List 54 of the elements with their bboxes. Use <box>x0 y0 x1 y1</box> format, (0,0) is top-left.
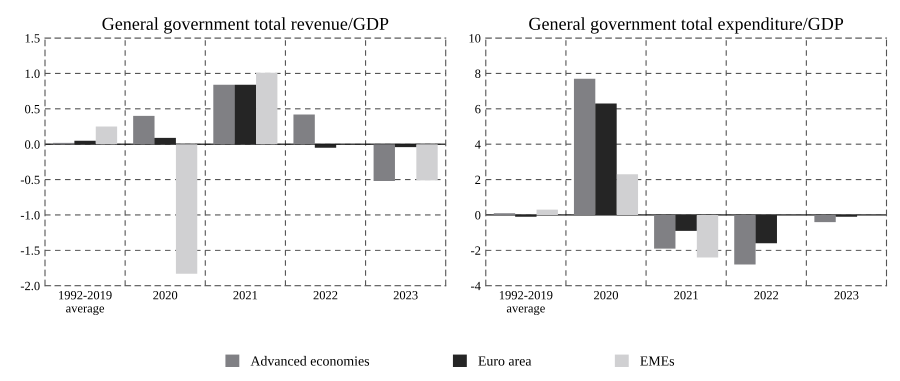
bar <box>416 144 438 180</box>
y-tick-label: -0.5 <box>20 176 40 184</box>
x-tick-label: 2022 <box>754 290 778 300</box>
x-tick-label: 2021 <box>233 290 258 300</box>
y-tick-label: 0.5 <box>24 104 40 114</box>
y-tick-label: 1.5 <box>26 34 40 43</box>
y-tick-label: 1.0 <box>26 70 40 78</box>
bar <box>234 84 256 144</box>
y-tick-label: 0.0 <box>24 140 40 149</box>
y-tick-label: 2 <box>475 176 480 184</box>
bar <box>154 138 176 144</box>
x-tick-label: 2021 <box>674 290 698 300</box>
bar <box>374 144 395 182</box>
bar <box>74 140 96 144</box>
y-tick-label: 6 <box>475 104 481 114</box>
chart-title: General government total expenditure/GDP <box>529 17 844 34</box>
y-tick-label: -1.5 <box>20 246 40 255</box>
bar <box>314 144 336 148</box>
bar <box>814 214 836 222</box>
bar <box>756 214 777 244</box>
bar <box>675 214 697 231</box>
y-tick-label: 4 <box>474 140 481 149</box>
y-tick-label: 0 <box>475 211 480 220</box>
bar <box>574 78 596 215</box>
bar <box>293 114 315 144</box>
bar <box>256 72 278 144</box>
x-tick-label: 2023 <box>394 290 418 300</box>
x-tick-label: 2020 <box>594 290 618 300</box>
bar <box>616 174 638 215</box>
bar <box>654 214 676 249</box>
legend-label: Euro area <box>478 356 532 366</box>
y-tick-label: -2.0 <box>20 282 40 290</box>
bar <box>536 210 558 215</box>
x-tick-label: 1992-2019 average <box>500 290 552 316</box>
legend-label: EMEs <box>640 356 674 366</box>
y-tick-label: 8 <box>475 70 480 78</box>
chart-title: General government total revenue/GDP <box>102 17 388 34</box>
bar <box>394 144 416 148</box>
x-tick-label: 1992-2019 average <box>59 290 112 316</box>
bar <box>734 214 756 265</box>
bar <box>213 84 235 144</box>
y-tick-label: 10 <box>470 34 480 43</box>
bar <box>595 104 617 215</box>
bar <box>696 214 718 258</box>
legend-label: Advanced economies <box>250 356 370 366</box>
x-tick-label: 2022 <box>314 290 338 300</box>
bar <box>133 116 155 144</box>
y-tick-label: -2 <box>470 246 480 255</box>
y-tick-label: -4 <box>470 282 481 290</box>
bar <box>96 126 118 144</box>
y-tick-label: -1.0 <box>20 211 40 220</box>
x-tick-label: 2023 <box>834 290 858 300</box>
bar <box>176 144 198 274</box>
x-tick-label: 2020 <box>153 290 178 300</box>
